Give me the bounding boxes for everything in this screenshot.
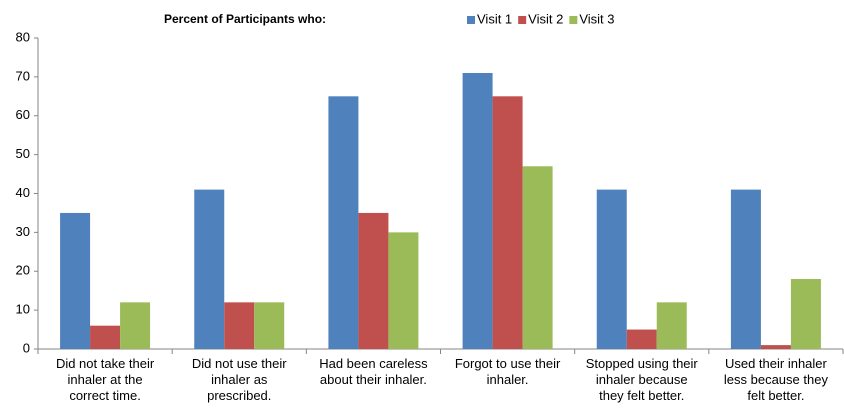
y-tick-label: 70 [16, 68, 30, 83]
bar [120, 302, 151, 349]
bar [492, 96, 523, 349]
x-tick-line: Had been careless [319, 356, 428, 371]
x-tick-line: inhaler at the [67, 372, 142, 387]
legend-label: Visit 1 [477, 11, 512, 26]
x-tick-label: Did not use their inhaler as prescribed. [192, 356, 287, 403]
y-tick-label: 80 [16, 29, 30, 44]
x-tick-line: prescribed. [207, 388, 271, 403]
bar [90, 325, 121, 349]
bar [522, 166, 553, 349]
x-tick-line: about their inhaler. [320, 372, 427, 387]
bar [626, 329, 657, 349]
chart-title: Percent of Participants who: [164, 12, 326, 26]
legend-label: Visit 3 [579, 11, 614, 26]
bar [328, 96, 359, 349]
bar [790, 279, 821, 349]
x-tick-label: Did not take their inhaler at the correct … [56, 356, 155, 403]
x-tick-line: correct time. [69, 388, 141, 403]
legend-swatch [518, 16, 527, 24]
x-tick-line: Did not take their [56, 356, 155, 371]
bar [462, 72, 493, 350]
y-tick-label: 60 [16, 107, 30, 122]
legend-swatch [569, 16, 578, 24]
bar [760, 345, 791, 349]
x-tick-line: inhaler because [596, 372, 688, 387]
x-tick-line: Stopped using their [586, 356, 699, 371]
x-tick-label: Forgot to use their inhaler. [455, 356, 561, 387]
x-tick-label: Had been careless about their inhaler. [319, 356, 428, 387]
bar [730, 189, 761, 349]
y-tick-label: 40 [16, 185, 30, 200]
bar [254, 302, 285, 349]
y-tick-label: 10 [16, 302, 30, 317]
y-tick-label: 30 [16, 224, 30, 239]
x-tick-line: inhaler as [211, 372, 268, 387]
bar [358, 212, 389, 349]
legend-swatch [467, 16, 475, 24]
x-tick-line: less because they [724, 372, 829, 387]
bar [224, 302, 255, 349]
bar [388, 232, 419, 349]
x-tick-label: Stopped using their inhaler because they f… [586, 356, 699, 403]
x-tick-line: they felt better. [599, 388, 684, 403]
y-tick-label: 50 [16, 146, 30, 161]
x-tick-line: inhaler. [487, 372, 529, 387]
legend-label: Visit 2 [528, 11, 563, 26]
bar [194, 189, 225, 349]
x-tick-line: felt better. [747, 388, 804, 403]
x-tick-line: Did not use their [192, 356, 287, 371]
y-tick-label: 0 [23, 340, 30, 355]
bar [596, 189, 627, 349]
bar [60, 212, 91, 349]
x-tick-line: Forgot to use their [455, 356, 561, 371]
x-tick-line: Used their inhaler [725, 356, 828, 371]
y-tick-label: 20 [16, 263, 30, 278]
x-tick-label: Used their inhaler less because they felt … [724, 356, 829, 403]
bar [656, 302, 687, 349]
